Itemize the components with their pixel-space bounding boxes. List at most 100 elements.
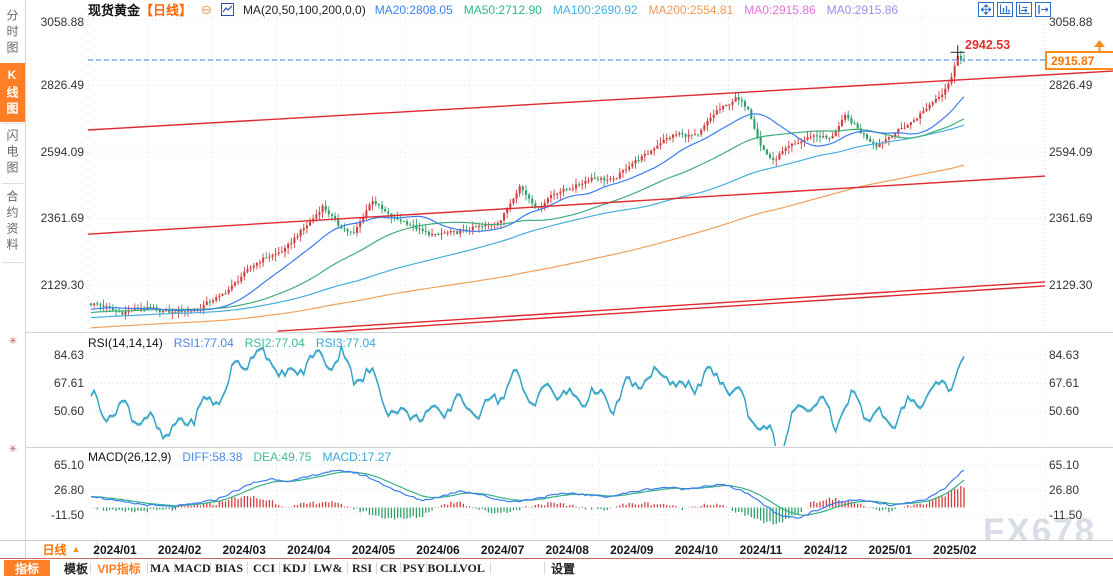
rsi-header: RSI(14,14,14) RSI1:77.04 RSI2:77.04 RSI3:7… (88, 336, 376, 350)
toolbar-separator (400, 562, 401, 574)
period-arrow-icon: ▲ (71, 544, 81, 554)
toolbar-separator (309, 562, 310, 574)
toolbar-item-[interactable]: 设置 (550, 561, 575, 576)
x-axis-date: 2024/06 (416, 543, 460, 557)
toolbar-separator (90, 562, 91, 574)
macd-axis-label: 65.10 (1049, 457, 1080, 472)
toolbar-item-lw[interactable]: LW& (313, 560, 343, 575)
pan-tool-icon[interactable] (978, 2, 994, 17)
macd-settings-icon[interactable]: ✳ (8, 444, 18, 455)
rsi-title[interactable]: RSI(14,14,14) (88, 336, 163, 350)
x-axis-scale-icon[interactable] (1016, 2, 1032, 17)
toolbar-separator (426, 562, 427, 574)
toolbar-item-psy[interactable]: PSY (402, 560, 426, 575)
macd-axis-label: -11.50 (1049, 507, 1083, 522)
macd-axis-label: 26.80 (53, 482, 84, 497)
ma-value: MA0:2915.86 (826, 2, 899, 17)
indicator-toolbar: 指标 模板 VIP指标 MA MACD BIAS CCI KDJ LW& RSI CR PSY BOLL… (0, 558, 1113, 576)
rsi-value: RSI1:77.04 (173, 336, 234, 350)
toolbar-separator (490, 562, 491, 574)
ma-value: MA100:2690.92 (552, 2, 638, 17)
chart-header: 现货黄金【日线】 ⊖ MA(20,50,100,200,0,0) MA20:28… (88, 1, 899, 19)
toolbar-item-vip[interactable]: VIP指标 (97, 561, 141, 576)
toolbar-item-bias[interactable]: BIAS (214, 560, 243, 575)
ma-value: MA20:2808.05 (374, 2, 453, 17)
rsi-settings-icon[interactable]: ✳ (8, 336, 18, 347)
ma-settings-label[interactable]: MA(20,50,100,200,0,0) (242, 2, 366, 17)
main-axis-label: 2826.49 (40, 78, 84, 92)
rsi-axis-label: 67.61 (53, 375, 84, 390)
session-high-label: 2942.53 (965, 38, 1011, 52)
sidebar-tab-1[interactable]: 分时图 (5, 8, 19, 57)
toolbar-item-macd[interactable]: MACD (173, 560, 211, 575)
x-axis-date: 2024/10 (674, 543, 719, 557)
sidebar-tab-4[interactable]: 合约资料 (5, 190, 19, 254)
rsi-axis-label: 50.60 (1049, 404, 1080, 419)
macd-value: MACD:17.27 (322, 450, 392, 464)
period-label: 日线 (42, 542, 67, 557)
sidebar-separator (2, 123, 23, 124)
toolbar-item-cr[interactable]: CR (379, 560, 398, 575)
toolbar-separator (456, 562, 457, 574)
toolbar-item-rsi[interactable]: RSI (351, 560, 372, 575)
period-tag: 【日线】 (140, 3, 193, 18)
toolbar-item-vol[interactable]: VOL (459, 560, 485, 575)
rsi-axis-label: 84.63 (53, 347, 84, 362)
rsi-value: RSI3:77.04 (315, 336, 376, 350)
rsi-macd-divider (25, 447, 1113, 448)
rsi-axis-label: 67.61 (1049, 375, 1080, 390)
toolbar-item-[interactable]: 指标 (4, 560, 50, 576)
x-axis-date: 2024/07 (480, 543, 525, 557)
toolbar-separator (147, 562, 148, 574)
chart-tool-icons (978, 2, 1051, 17)
collapse-panel-icon[interactable] (1035, 2, 1051, 17)
x-axis-date: 2025/02 (933, 543, 977, 557)
latest-price-arrow-icon[interactable] (1094, 40, 1105, 53)
x-axis-date: 2025/01 (868, 543, 912, 557)
collapse-legend-icon[interactable]: ⊖ (201, 2, 212, 17)
rsi-axis-label: 50.60 (53, 404, 84, 419)
macd-axis-label: 65.10 (53, 457, 84, 472)
toolbar-item-ma[interactable]: MA (150, 560, 170, 575)
x-axis-date: 2024/02 (157, 543, 202, 557)
main-axis-label: 2361.69 (1049, 211, 1093, 225)
ma-value: MA0:2915.86 (744, 2, 816, 17)
main-rsi-divider (25, 332, 1113, 333)
macd-value: DIFF:58.38 (182, 450, 243, 464)
sidebar-separator (2, 262, 23, 263)
x-axis-date: 2024/09 (610, 543, 654, 557)
x-axis-date: 2024/03 (222, 543, 266, 557)
ma-value: MA200:2554.81 (648, 2, 734, 17)
toolbar-item-cci[interactable]: CCI (252, 560, 275, 575)
rsi-axis-label: 84.63 (1049, 347, 1080, 362)
sidebar-separator (2, 183, 23, 184)
toolbar-separator (247, 562, 248, 574)
toolbar-item-[interactable]: 模板 (63, 561, 88, 576)
sidebar-tab-2[interactable]: K线图 (0, 63, 25, 122)
toolbar-item-boll[interactable]: BOLL (427, 560, 461, 575)
main-axis-label: 2594.09 (40, 144, 84, 159)
toolbar-separator (376, 562, 377, 574)
toolbar-separator (174, 562, 175, 574)
sidebar-tab-3[interactable]: 闪电图 (5, 128, 19, 177)
axis-corner-cell (0, 541, 26, 558)
rsi-value: RSI2:77.04 (244, 336, 305, 350)
toolbar-item-kdj[interactable]: KDJ (282, 560, 307, 575)
x-axis-date: 2024/11 (739, 543, 783, 557)
toolbar-separator (347, 562, 348, 574)
macd-axis-label: 26.80 (1049, 482, 1080, 497)
symbol-title: 现货黄金 (88, 3, 141, 18)
x-axis-date: 2024/01 (93, 543, 137, 557)
macd-axis-label: -11.50 (50, 507, 84, 522)
main-axis-label: 3058.88 (1049, 14, 1093, 29)
macd-title[interactable]: MACD(26,12,9) (88, 450, 172, 464)
x-axis-date: 2024/12 (803, 543, 848, 557)
main-axis-label: 2129.30 (40, 277, 84, 292)
toolbar-separator (544, 562, 545, 574)
y-axis-scale-icon[interactable] (997, 2, 1013, 17)
macd-value: DEA:49.75 (253, 450, 312, 464)
period-selector-button[interactable]: 日线 ▲ (26, 541, 98, 557)
x-axis-date: 2024/04 (287, 543, 331, 557)
